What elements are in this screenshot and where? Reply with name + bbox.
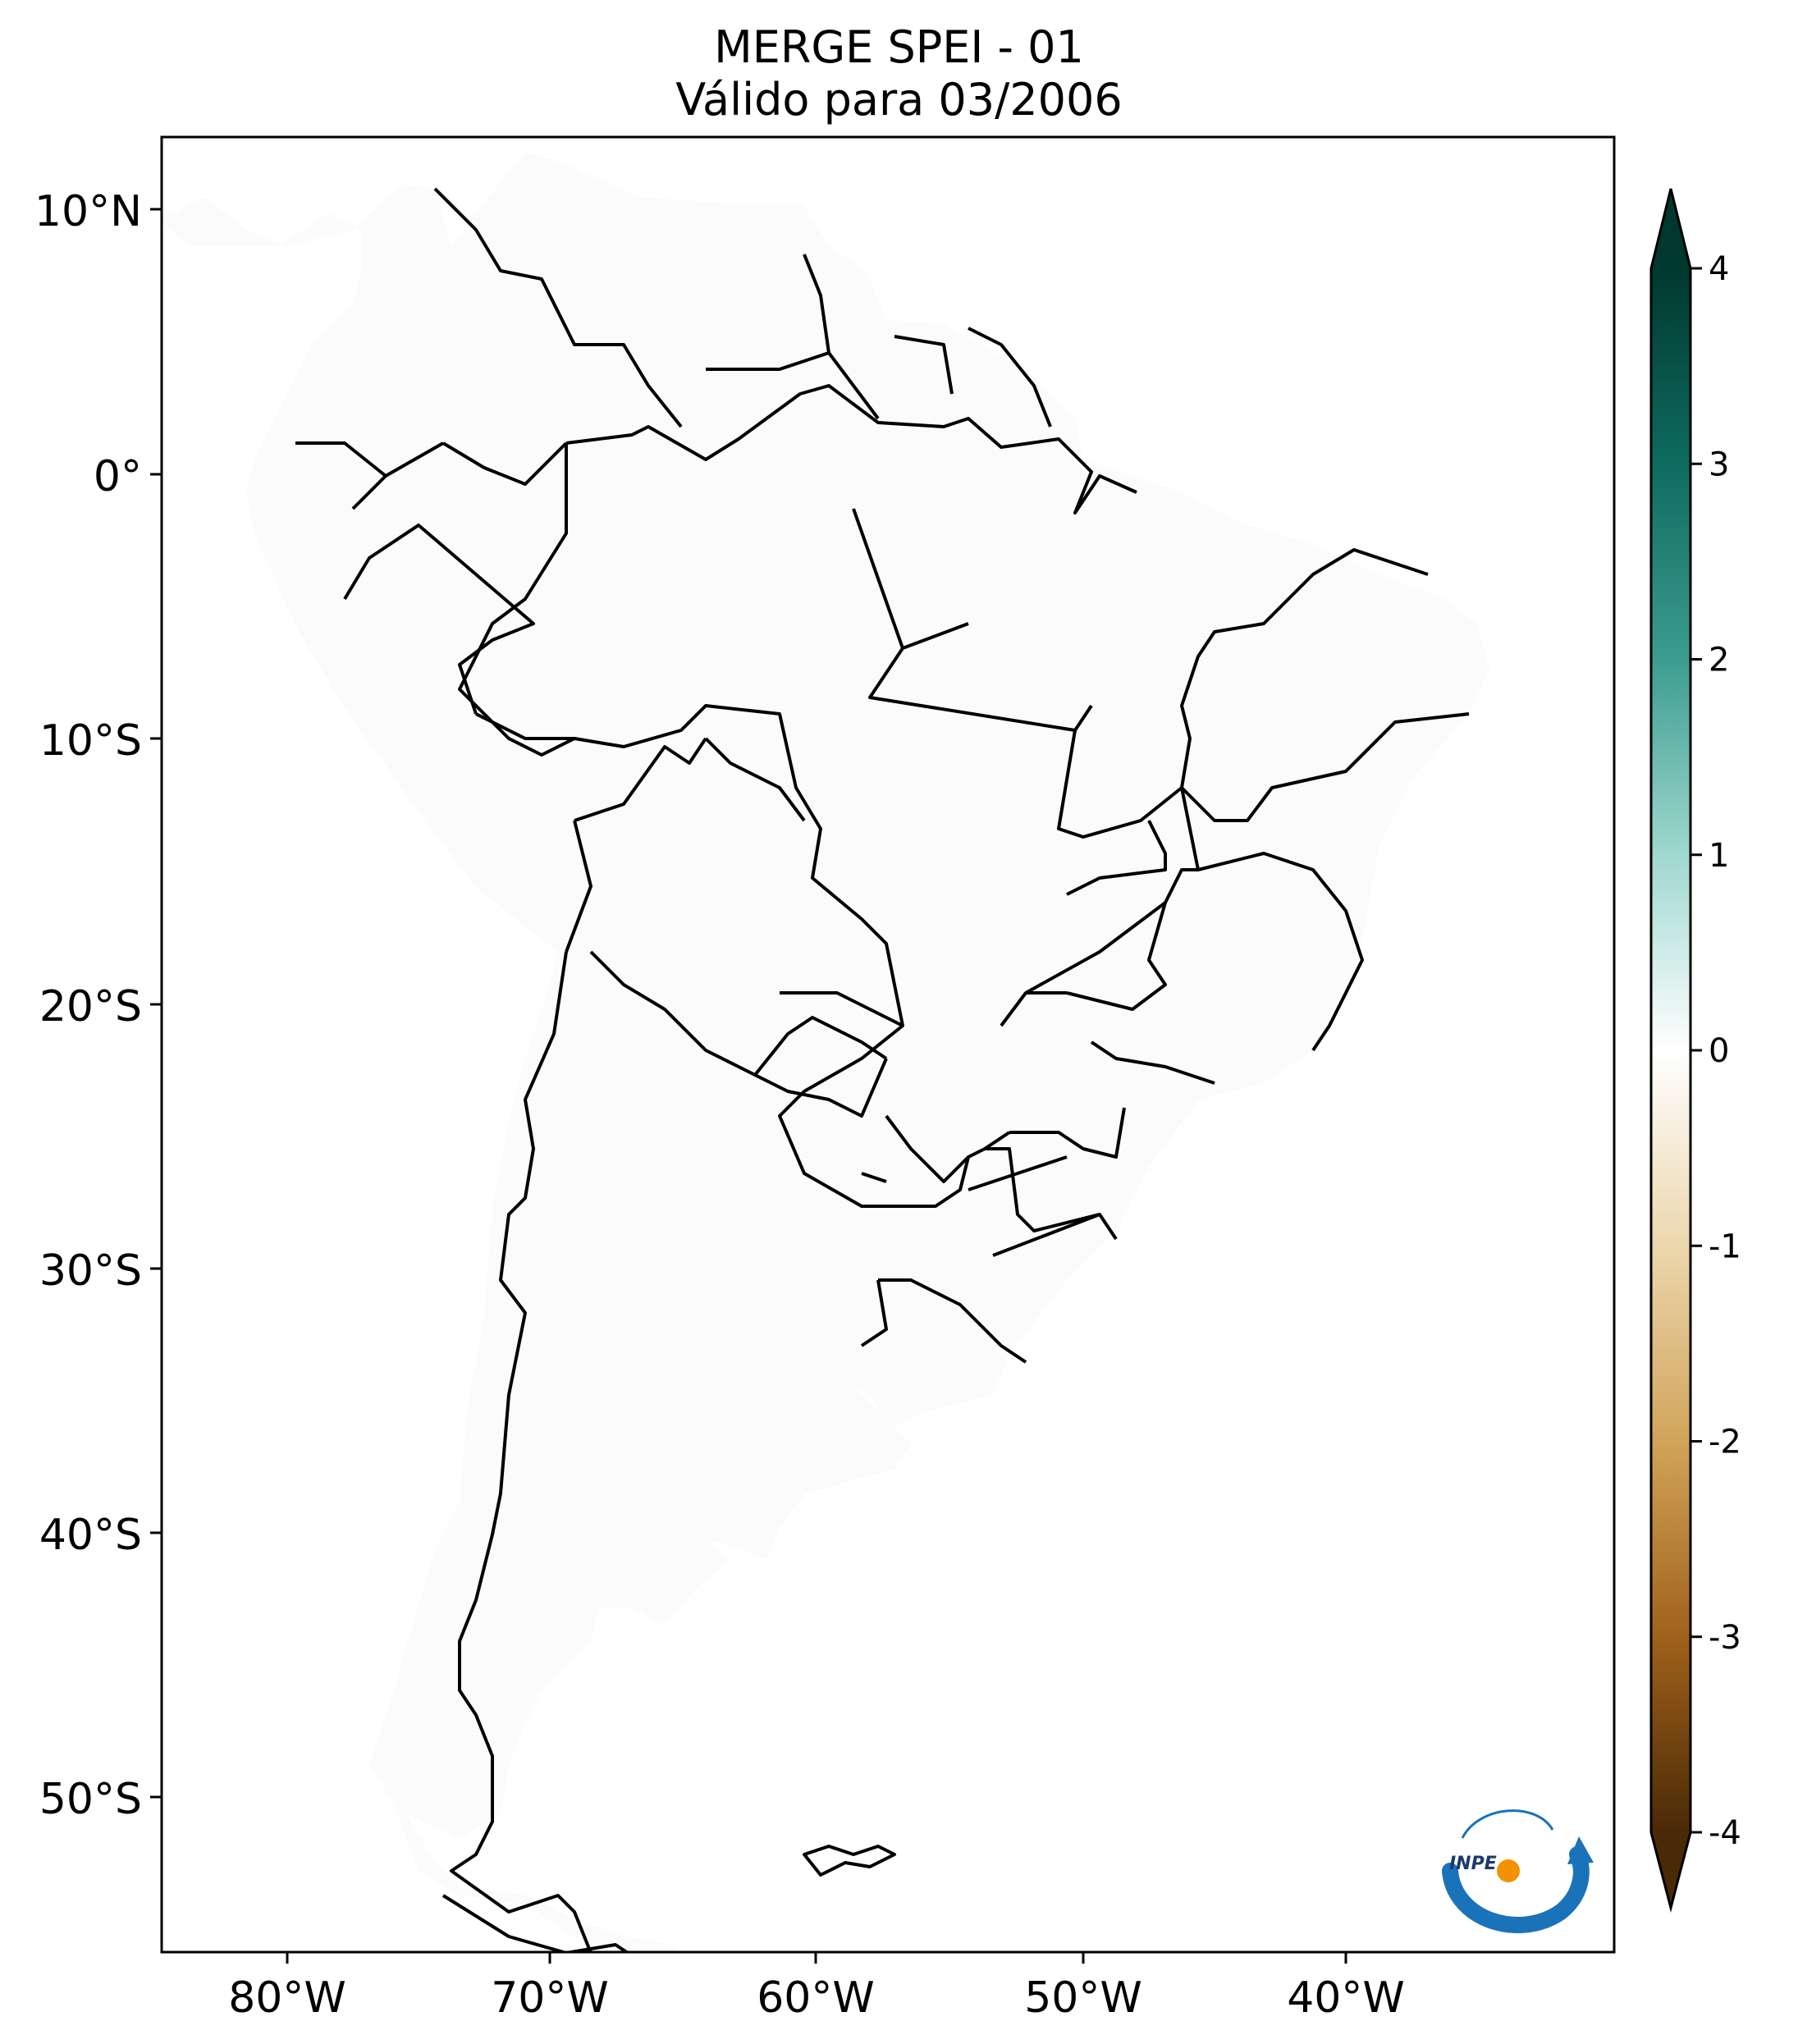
colorbar-tick-label: 3 [1709, 446, 1729, 483]
map-title: MERGE SPEI - 01 [714, 21, 1084, 73]
latitude-axis: 10°N 0° 10°S 20°S 30°S 40°S 50°S [34, 187, 162, 1824]
lat-label-20s: 20°S [39, 982, 142, 1031]
paraguay-border [753, 991, 970, 1183]
lon-label-60w: 60°W [757, 1973, 875, 2023]
map-subtitle: Válido para 03/2006 [675, 74, 1123, 126]
lat-label-10n: 10°N [34, 187, 142, 236]
logo-arc-thin [1461, 1809, 1554, 1839]
argentina-chile-border [450, 951, 592, 1952]
venezuela-border [433, 187, 1052, 428]
colorbar-ticks: 4 3 2 1 0 -1 -2 -3 -4 [1690, 250, 1741, 1852]
colorbar-tick-label: -1 [1709, 1228, 1741, 1265]
logo-sun [1497, 1859, 1520, 1882]
lat-label-10s: 10°S [39, 716, 142, 766]
colorbar-gradient [1651, 268, 1690, 1832]
lat-label-50s: 50°S [39, 1775, 142, 1824]
bolivia-border [565, 737, 806, 1077]
logo-arrow [1567, 1836, 1594, 1864]
colorbar-extend-max [1651, 189, 1690, 268]
peru-border [295, 441, 574, 740]
lon-label-50w: 50°W [1024, 1973, 1142, 2023]
colorbar-tick-label: 0 [1709, 1032, 1729, 1070]
colorbar-tick-label: 1 [1709, 837, 1729, 875]
logo-swoosh [1442, 1846, 1590, 1933]
colorbar-tick-label: -3 [1709, 1619, 1741, 1657]
lat-label-40s: 40°S [39, 1511, 142, 1560]
colorbar: 4 3 2 1 0 -1 -2 -3 -4 [1649, 188, 1741, 1913]
lat-label-30s: 30°S [39, 1246, 142, 1296]
map-frame [160, 135, 1616, 1954]
tierra-del-fuego [441, 1894, 706, 1952]
lat-label-0: 0° [94, 452, 142, 501]
political-borders [295, 187, 1470, 1952]
logo-text: INPE [1449, 1854, 1497, 1874]
lon-label-40w: 40°W [1287, 1973, 1405, 2023]
colorbar-tick-label: -4 [1709, 1814, 1741, 1852]
lon-label-80w: 80°W [228, 1973, 346, 2023]
brazil-state-borders [852, 508, 1470, 1257]
uruguay-border [860, 1278, 1027, 1364]
map-plot-area [160, 135, 1616, 1954]
colorbar-tick-label: 4 [1709, 250, 1729, 288]
falkland-islands [803, 1845, 896, 1877]
colorbar-tick-label: 2 [1709, 642, 1729, 679]
lon-label-70w: 70°W [491, 1973, 609, 2023]
longitude-axis: 80°W 70°W 60°W 50°W 40°W [228, 1952, 1405, 2023]
colorbar-tick-label: -2 [1709, 1424, 1741, 1461]
inpe-logo: INPE [1442, 1809, 1594, 1933]
colorbar-extend-min [1651, 1832, 1690, 1908]
